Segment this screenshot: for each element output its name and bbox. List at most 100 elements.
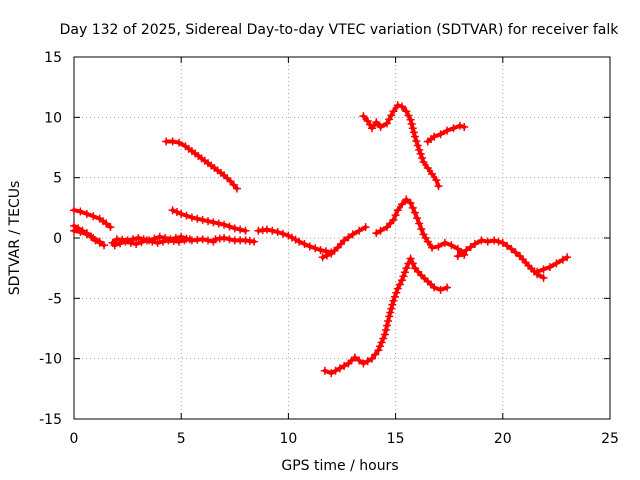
data-point <box>460 122 469 131</box>
x-tick-label: 5 <box>177 431 186 447</box>
data-point <box>305 242 314 251</box>
data-point <box>155 232 164 241</box>
series-track-6 <box>162 137 241 193</box>
data-point <box>70 206 78 215</box>
data-point <box>168 137 177 146</box>
x-tick-label: 25 <box>601 431 619 447</box>
data-point <box>416 149 425 158</box>
data-point <box>350 353 359 362</box>
data-point <box>558 255 567 264</box>
data-point <box>385 115 394 124</box>
data-point <box>423 237 432 246</box>
data-point <box>419 157 428 166</box>
data-point <box>413 141 422 150</box>
data-point <box>368 354 377 363</box>
series-track-15 <box>453 236 548 282</box>
data-point <box>340 236 349 245</box>
y-axis-ticks: -15 -10 -5 0 5 10 15 <box>39 50 610 428</box>
data-point <box>110 241 119 250</box>
data-point <box>387 111 396 120</box>
data-point <box>374 346 383 355</box>
series-track-5 <box>110 235 194 250</box>
data-point <box>466 243 475 252</box>
data-point <box>389 107 398 116</box>
data-point <box>106 223 115 232</box>
y-tick-label: 0 <box>53 231 62 247</box>
data-point <box>406 254 415 263</box>
data-point <box>384 316 393 325</box>
data-point <box>158 237 167 246</box>
data-point <box>168 206 177 215</box>
data-point <box>327 369 336 378</box>
data-point <box>204 236 212 245</box>
data-point <box>376 122 385 131</box>
data-point <box>376 342 385 351</box>
data-point <box>443 126 452 135</box>
y-tick-label: 5 <box>53 171 62 187</box>
data-point <box>402 195 411 204</box>
data-point <box>153 238 162 247</box>
series-line <box>72 208 113 230</box>
data-point <box>182 211 191 220</box>
y-tick-label: 10 <box>44 110 62 126</box>
data-point <box>187 213 196 222</box>
data-point <box>273 227 282 236</box>
data-point <box>70 226 78 235</box>
data-point <box>507 244 516 253</box>
data-point <box>82 209 91 218</box>
series-track-1 <box>70 206 115 232</box>
data-point <box>175 237 184 246</box>
data-point <box>498 238 507 247</box>
data-point <box>402 107 411 116</box>
data-point <box>137 238 146 247</box>
data-point <box>380 330 389 339</box>
data-point <box>335 364 344 373</box>
data-point <box>404 111 413 120</box>
data-point <box>477 236 486 245</box>
data-point <box>363 357 372 366</box>
data-point <box>148 237 157 246</box>
data-point <box>262 225 271 234</box>
data-point <box>387 304 396 313</box>
data-point <box>225 222 234 231</box>
data-point <box>552 259 561 268</box>
data-point <box>393 284 402 293</box>
data-point <box>76 207 85 216</box>
series-track-14 <box>372 195 469 259</box>
data-point <box>198 215 207 224</box>
data-point <box>376 226 385 235</box>
data-point <box>318 253 327 262</box>
series-track-11 <box>359 101 443 191</box>
data-point <box>372 118 381 127</box>
data-point <box>399 272 408 281</box>
data-point <box>470 240 479 249</box>
data-point <box>241 226 250 235</box>
data-point <box>408 259 417 268</box>
data-point <box>355 356 364 365</box>
data-point <box>449 124 458 133</box>
x-tick-label: 20 <box>494 431 512 447</box>
data-point <box>295 237 304 246</box>
data-point <box>89 234 98 242</box>
data-point <box>225 235 234 244</box>
data-point <box>415 145 424 154</box>
data-point <box>407 119 416 128</box>
data-point <box>198 235 207 244</box>
data-point <box>279 229 288 238</box>
series-layer <box>70 101 572 378</box>
series-track-16 <box>533 253 572 276</box>
data-point <box>443 283 452 292</box>
data-point <box>359 359 368 368</box>
data-point <box>390 292 399 301</box>
series-track-10 <box>318 223 370 262</box>
data-point <box>490 236 499 245</box>
series-line <box>164 139 239 191</box>
data-point <box>322 251 331 260</box>
data-point <box>82 230 91 239</box>
x-tick-label: 10 <box>279 431 297 447</box>
y-tick-label: -10 <box>39 352 62 368</box>
series-track-3 <box>70 226 104 246</box>
data-point <box>400 268 409 277</box>
data-point <box>340 361 349 370</box>
